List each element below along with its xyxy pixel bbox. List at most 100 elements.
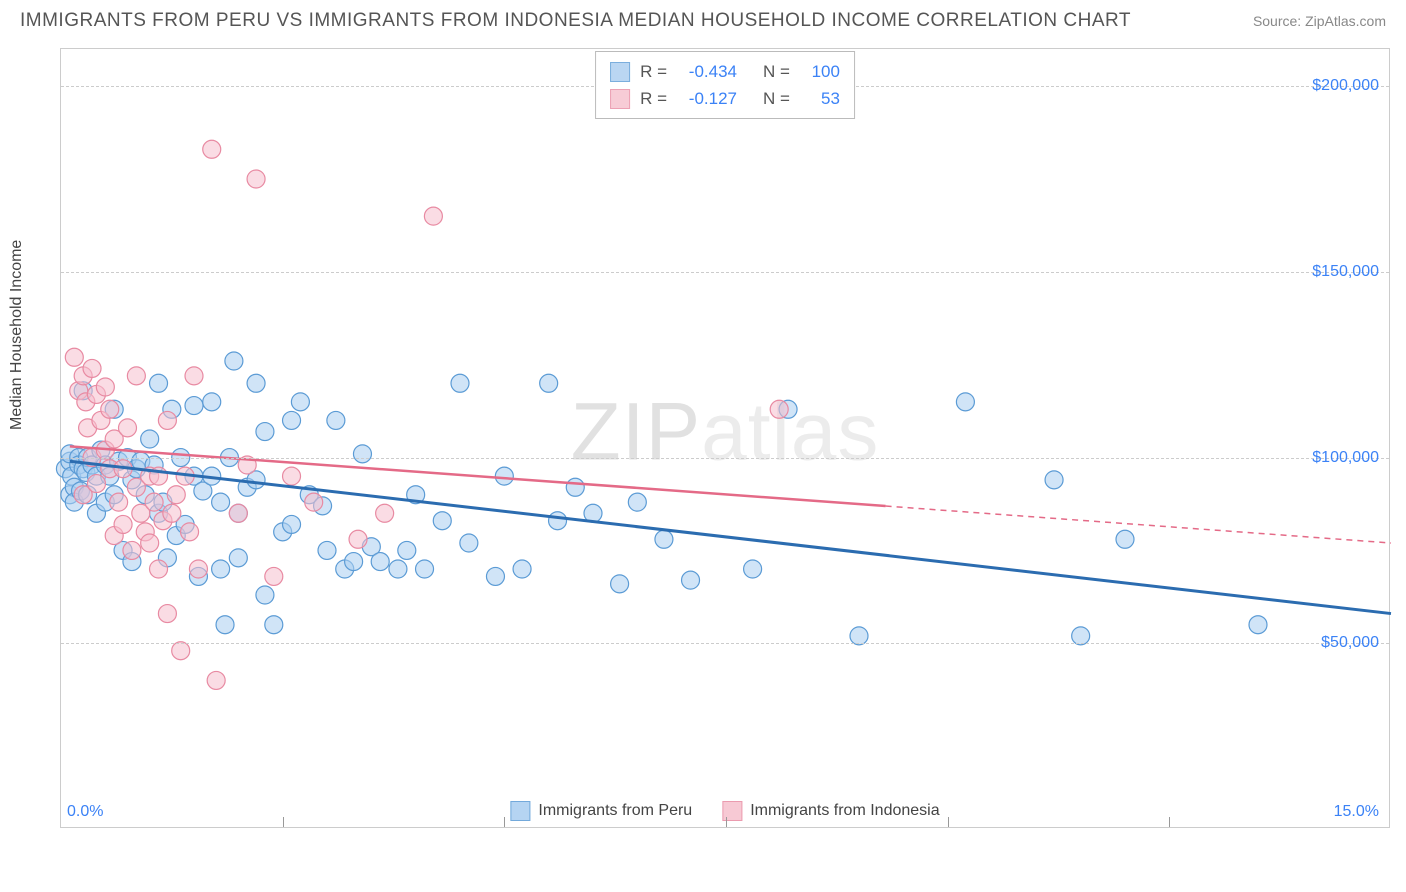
data-point: [433, 512, 451, 530]
data-point: [349, 530, 367, 548]
x-tick: [948, 817, 949, 827]
data-point: [416, 560, 434, 578]
data-point: [1249, 616, 1267, 634]
y-tick-label: $200,000: [1312, 77, 1379, 95]
data-point: [225, 352, 243, 370]
data-point: [123, 541, 141, 559]
data-point: [163, 504, 181, 522]
data-point: [265, 616, 283, 634]
data-point: [158, 411, 176, 429]
data-point: [549, 512, 567, 530]
data-point: [150, 374, 168, 392]
data-point: [850, 627, 868, 645]
series-name: Immigrants from Indonesia: [750, 802, 939, 820]
data-point: [212, 493, 230, 511]
legend-swatch: [610, 89, 630, 109]
data-point: [96, 378, 114, 396]
data-point: [566, 478, 584, 496]
x-tick: [283, 817, 284, 827]
data-point: [229, 549, 247, 567]
data-point: [283, 515, 301, 533]
data-point: [150, 560, 168, 578]
data-point: [1116, 530, 1134, 548]
data-point: [956, 393, 974, 411]
data-point: [451, 374, 469, 392]
chart-plot-area: ZIPatlas R = -0.434N = 100R = -0.127N = …: [60, 48, 1390, 828]
data-point: [172, 642, 190, 660]
data-point: [83, 359, 101, 377]
legend-swatch: [510, 801, 530, 821]
stat-n-label: N =: [763, 85, 790, 112]
data-point: [486, 567, 504, 585]
x-axis-max-label: 15.0%: [1334, 803, 1379, 821]
grid-line: [61, 643, 1389, 644]
stat-r-label: R =: [640, 58, 667, 85]
grid-line: [61, 458, 1389, 459]
data-point: [185, 397, 203, 415]
data-point: [611, 575, 629, 593]
data-point: [376, 504, 394, 522]
data-point: [345, 553, 363, 571]
data-point: [371, 553, 389, 571]
data-point: [158, 605, 176, 623]
stats-legend-row: R = -0.434N = 100: [610, 58, 840, 85]
data-point: [145, 493, 163, 511]
data-point: [185, 367, 203, 385]
stat-n-value: 53: [800, 85, 840, 112]
trend-line-dashed: [886, 506, 1391, 543]
stats-legend: R = -0.434N = 100R = -0.127 N = 53: [595, 51, 855, 119]
data-point: [682, 571, 700, 589]
data-point: [513, 560, 531, 578]
data-point: [283, 411, 301, 429]
data-point: [189, 560, 207, 578]
x-axis-min-label: 0.0%: [67, 803, 103, 821]
data-point: [167, 486, 185, 504]
series-legend: Immigrants from Peru Immigrants from Indo…: [510, 801, 939, 821]
data-point: [203, 393, 221, 411]
series-name: Immigrants from Peru: [538, 802, 692, 820]
data-point: [353, 445, 371, 463]
y-tick-label: $50,000: [1321, 634, 1379, 652]
data-point: [495, 467, 513, 485]
data-point: [256, 423, 274, 441]
data-point: [256, 586, 274, 604]
data-point: [212, 560, 230, 578]
legend-swatch: [610, 62, 630, 82]
data-point: [744, 560, 762, 578]
data-point: [283, 467, 301, 485]
data-point: [460, 534, 478, 552]
data-point: [207, 671, 225, 689]
stat-n-label: N =: [763, 58, 790, 85]
data-point: [540, 374, 558, 392]
data-point: [141, 430, 159, 448]
data-point: [424, 207, 442, 225]
data-point: [114, 515, 132, 533]
data-point: [1045, 471, 1063, 489]
data-point: [87, 475, 105, 493]
stat-n-value: 100: [800, 58, 840, 85]
data-point: [291, 393, 309, 411]
y-axis-label: Median Household Income: [8, 240, 26, 430]
x-tick: [726, 817, 727, 827]
data-point: [247, 170, 265, 188]
data-point: [318, 541, 336, 559]
data-point: [770, 400, 788, 418]
data-point: [101, 400, 119, 418]
data-point: [110, 493, 128, 511]
data-point: [127, 367, 145, 385]
data-point: [1072, 627, 1090, 645]
series-legend-item: Immigrants from Indonesia: [722, 801, 939, 821]
scatter-svg: [61, 49, 1389, 827]
data-point: [216, 616, 234, 634]
data-point: [181, 523, 199, 541]
x-tick: [1169, 817, 1170, 827]
stats-legend-row: R = -0.127N = 53: [610, 85, 840, 112]
x-tick: [504, 817, 505, 827]
data-point: [65, 348, 83, 366]
data-point: [398, 541, 416, 559]
series-legend-item: Immigrants from Peru: [510, 801, 692, 821]
y-tick-label: $150,000: [1312, 263, 1379, 281]
stat-r-value: -0.127: [677, 85, 737, 112]
data-point: [305, 493, 323, 511]
y-tick-label: $100,000: [1312, 449, 1379, 467]
